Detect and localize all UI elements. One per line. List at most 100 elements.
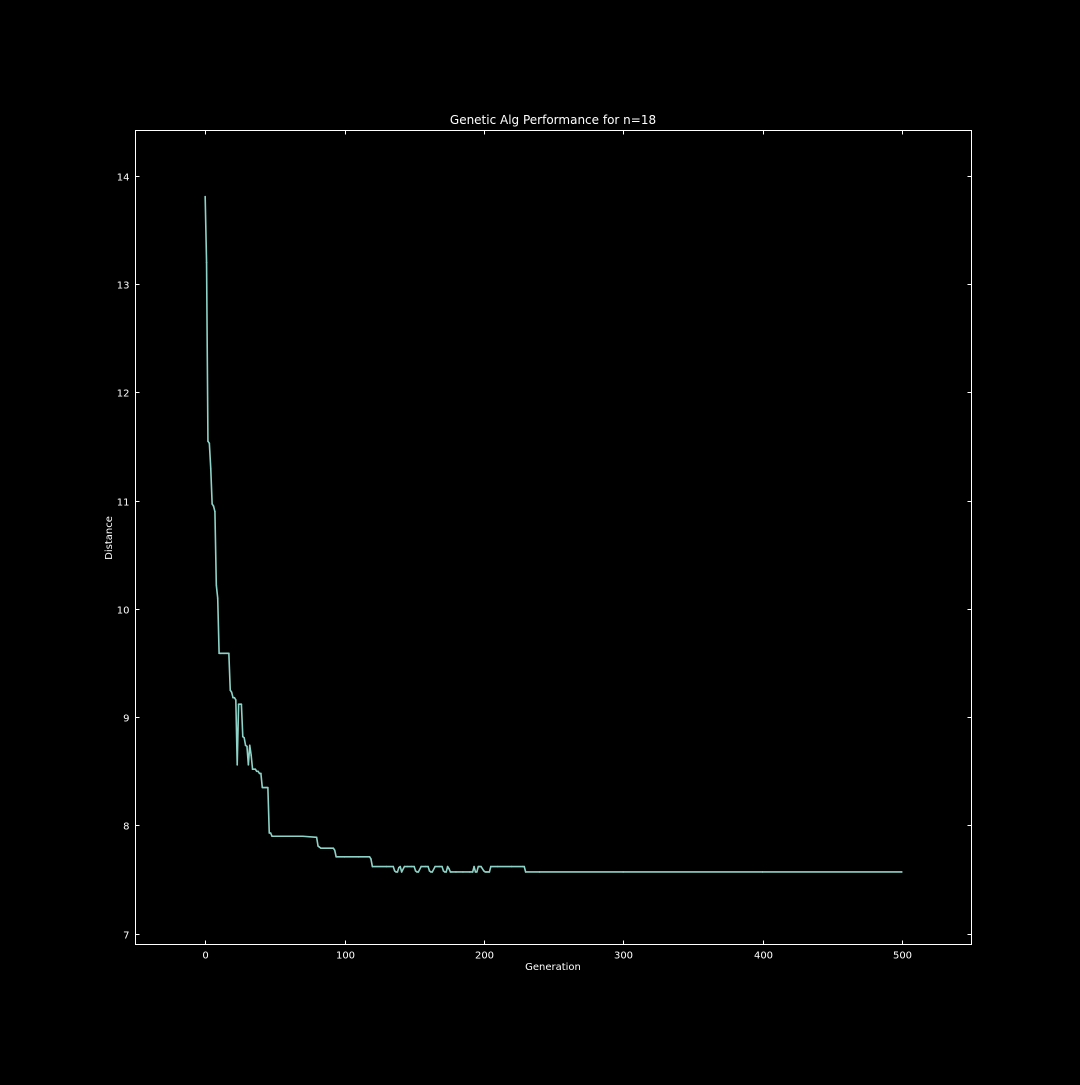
data-point (332, 847, 335, 849)
data-point (524, 871, 527, 873)
data-point (215, 584, 218, 586)
data-point (430, 871, 432, 873)
data-point (287, 835, 290, 838)
data-point (510, 865, 513, 868)
data-point (239, 703, 241, 705)
data-point (250, 754, 252, 756)
data-point (538, 871, 541, 873)
data-point (485, 871, 488, 873)
data-points (204, 195, 903, 873)
data-point (490, 865, 492, 868)
data-point (442, 870, 445, 872)
data-point (333, 849, 336, 852)
data-point (370, 858, 372, 860)
data-point (257, 770, 259, 773)
y-tick-label: 8 (123, 822, 129, 833)
data-point (523, 865, 526, 868)
data-point (428, 870, 431, 872)
data-point (343, 856, 346, 858)
data-point (223, 652, 226, 655)
data-point (478, 865, 481, 868)
data-point (251, 768, 254, 770)
data-point (371, 865, 374, 868)
x-tick-label: 400 (754, 951, 773, 962)
data-point (246, 745, 248, 748)
data-point (901, 871, 903, 873)
data-point (221, 652, 223, 655)
data-point (233, 696, 236, 699)
data-point (441, 865, 443, 868)
data-point (473, 865, 475, 868)
data-point (357, 856, 360, 858)
axis-ticks (135, 130, 972, 945)
data-point (228, 652, 230, 655)
data-point (301, 835, 304, 838)
data-point (398, 866, 400, 869)
data-point (208, 442, 211, 445)
y-tick-label: 7 (123, 931, 129, 942)
data-point (253, 768, 255, 770)
data-point (247, 764, 250, 766)
data-point (232, 696, 234, 699)
data-point (265, 786, 268, 789)
data-point (216, 597, 219, 599)
data-point (317, 845, 319, 847)
y-tick-labels: 7 8 9 10 11 12 13 14 (117, 173, 130, 942)
data-point (445, 871, 448, 873)
data-point (211, 503, 213, 505)
data-point (272, 835, 275, 838)
x-axis-label: Generation (525, 962, 581, 973)
y-tick-label: 11 (117, 498, 130, 509)
data-point (403, 865, 406, 868)
data-point (260, 772, 262, 775)
data-point (462, 871, 464, 873)
data-point (248, 744, 251, 747)
data-point (226, 652, 229, 655)
data-point (271, 835, 273, 838)
data-point (329, 847, 332, 849)
data-point (222, 652, 225, 655)
data-point (417, 871, 420, 873)
data-point (522, 865, 524, 868)
data-point (212, 505, 215, 507)
data-point (395, 871, 397, 873)
data-point (254, 768, 257, 770)
data-point (427, 865, 429, 868)
data-point (264, 786, 266, 789)
data-point (413, 865, 415, 868)
y-tick-label: 10 (117, 606, 130, 617)
data-point (261, 786, 264, 789)
data-point (483, 870, 485, 872)
data-point (368, 856, 371, 858)
y-axis-label: Distance (104, 516, 115, 560)
plot-frame (135, 130, 972, 945)
data-point (414, 870, 417, 872)
data-point (237, 703, 240, 705)
data-point (476, 871, 478, 873)
x-tick-label: 300 (614, 951, 633, 962)
data-point (487, 871, 489, 873)
data-point (449, 871, 452, 873)
data-point (229, 689, 232, 691)
data-point (318, 846, 321, 848)
data-point (258, 772, 261, 775)
data-point (622, 871, 624, 873)
data-point (444, 871, 446, 873)
data-point (400, 871, 403, 873)
y-tick-label: 9 (123, 714, 129, 725)
data-point (209, 467, 212, 470)
data-point (230, 691, 233, 694)
data-point (438, 865, 441, 868)
x-tick-labels: 0 100 200 300 400 500 (202, 951, 912, 962)
data-point (431, 871, 434, 873)
x-tick-label: 500 (893, 951, 912, 962)
data-point (393, 870, 396, 872)
x-tick-label: 200 (475, 951, 494, 962)
data-point (274, 835, 276, 838)
chart-title: Genetic Alg Performance for n=18 (450, 113, 656, 127)
data-point (410, 865, 413, 868)
data-point (214, 510, 216, 513)
data-point (241, 735, 244, 738)
y-tick-label: 12 (117, 389, 130, 400)
